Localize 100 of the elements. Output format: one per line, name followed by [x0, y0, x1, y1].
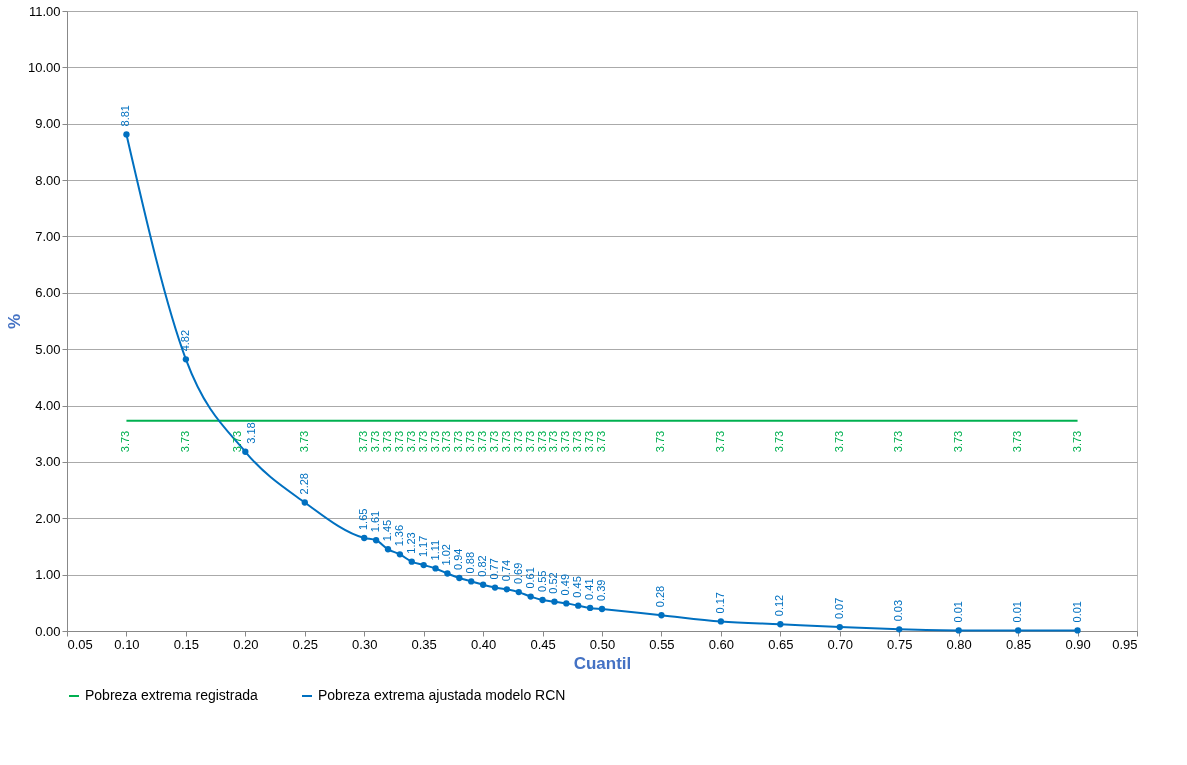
y-tick-label: 8.00	[35, 172, 61, 188]
data-label: 3.73	[392, 430, 405, 453]
data-label: 3.73	[595, 430, 607, 453]
data-label: 0.01	[1070, 601, 1083, 623]
point	[539, 596, 546, 604]
point	[182, 356, 190, 363]
x-tick-label: 0.40	[470, 636, 497, 652]
point	[408, 558, 415, 565]
data-label: 0.55	[535, 570, 548, 592]
data-label: 3.73	[713, 430, 726, 453]
legend-label: Pobreza extrema ajustada modelo RCN	[318, 687, 566, 703]
data-label: 8.81	[119, 105, 132, 127]
x-tick-label: 0.10	[114, 636, 140, 652]
x-tick-label: 0.25	[292, 636, 318, 652]
y-tick-label: 1.00	[35, 567, 61, 583]
point	[836, 623, 843, 631]
data-label: 3.73	[511, 430, 524, 453]
data-label: 1.02	[440, 544, 453, 566]
data-label: 3.18	[245, 422, 258, 444]
point	[491, 584, 499, 591]
data-label: 3.73	[452, 430, 465, 453]
data-label: 0.94	[452, 548, 465, 571]
point	[123, 131, 130, 138]
data-label: 1.61	[369, 510, 382, 533]
point	[1074, 627, 1081, 634]
data-label: 1.65	[357, 508, 370, 530]
x-tick-label: 0.35	[411, 636, 437, 652]
point	[432, 565, 439, 572]
x-tick-label: 0.95	[1112, 636, 1138, 652]
y-tick-label: 5.00	[35, 341, 61, 357]
y-tick-label: 4.00	[35, 398, 61, 414]
data-label: 0.52	[547, 572, 560, 594]
data-label: 0.74	[499, 559, 512, 582]
point	[717, 618, 725, 625]
data-label: 0.88	[464, 551, 477, 574]
data-label: 0.39	[595, 579, 607, 602]
data-label: 0.17	[713, 592, 726, 614]
point	[1014, 627, 1022, 634]
data-label: 1.36	[392, 524, 405, 547]
legend-label: Pobreza extrema registrada	[85, 687, 258, 703]
point	[575, 602, 582, 609]
data-label: 0.77	[488, 558, 500, 580]
data-label: 3.73	[297, 430, 310, 453]
data-label: 2.28	[297, 473, 310, 495]
y-tick-label: 7.00	[35, 228, 61, 244]
point	[777, 621, 784, 628]
data-label: 3.73	[547, 430, 560, 453]
data-label: 1.17	[416, 535, 429, 558]
data-label: 3.73	[535, 430, 548, 453]
point	[658, 612, 665, 619]
point	[242, 448, 249, 455]
data-label: 3.73	[416, 430, 429, 453]
data-label: 3.73	[440, 430, 453, 453]
point	[563, 600, 570, 607]
y-tick-label: 11.00	[28, 3, 61, 19]
y-tick-label: 0.00	[35, 623, 61, 639]
point	[586, 604, 594, 612]
x-tick-label: 0.90	[1065, 636, 1091, 652]
point	[372, 537, 380, 544]
data-label: 3.73	[1011, 430, 1024, 453]
data-label: 3.73	[951, 430, 964, 453]
point	[503, 586, 511, 593]
y-tick-label: 10.00	[27, 59, 61, 75]
data-label: 0.01	[951, 601, 964, 623]
data-label: 0.07	[832, 597, 845, 620]
data-label: 0.12	[773, 594, 786, 617]
data-label: 1.45	[381, 519, 393, 542]
data-label: 3.73	[428, 430, 441, 453]
data-label: 0.01	[1011, 601, 1024, 623]
x-tick-label: 0.80	[946, 636, 972, 652]
data-label: 3.73	[231, 430, 244, 453]
data-label: 3.73	[499, 430, 512, 453]
data-label: 0.28	[654, 585, 667, 608]
data-label: 3.73	[119, 430, 132, 453]
y-tick-label: 9.00	[35, 116, 61, 132]
data-label: 3.73	[357, 430, 370, 453]
data-label: 1.23	[404, 532, 417, 554]
x-tick-label: 0.85	[1005, 636, 1032, 652]
point	[301, 499, 308, 506]
data-label: 4.82	[178, 329, 191, 352]
data-label: 0.03	[892, 599, 905, 622]
data-label: 0.49	[559, 573, 572, 596]
data-label: 3.73	[1070, 430, 1083, 453]
data-label: 3.73	[523, 430, 536, 453]
x-tick-label: 0.55	[649, 636, 675, 652]
y-axis-title: %	[4, 313, 24, 330]
data-label: 3.73	[381, 430, 393, 453]
data-label: 0.41	[583, 578, 596, 600]
x-tick-label: 0.30	[352, 636, 378, 652]
data-label: 3.73	[892, 430, 905, 453]
point	[479, 581, 487, 588]
x-tick-label: 0.70	[827, 636, 853, 652]
data-label: 3.73	[488, 430, 500, 453]
point	[384, 546, 392, 553]
data-label: 3.73	[404, 430, 417, 453]
x-tick-label: 0.15	[173, 636, 200, 652]
data-label: 3.73	[773, 430, 786, 453]
y-tick-label: 3.00	[35, 454, 61, 470]
data-label: 3.73	[178, 430, 191, 453]
x-tick-label: 0.50	[589, 636, 616, 652]
